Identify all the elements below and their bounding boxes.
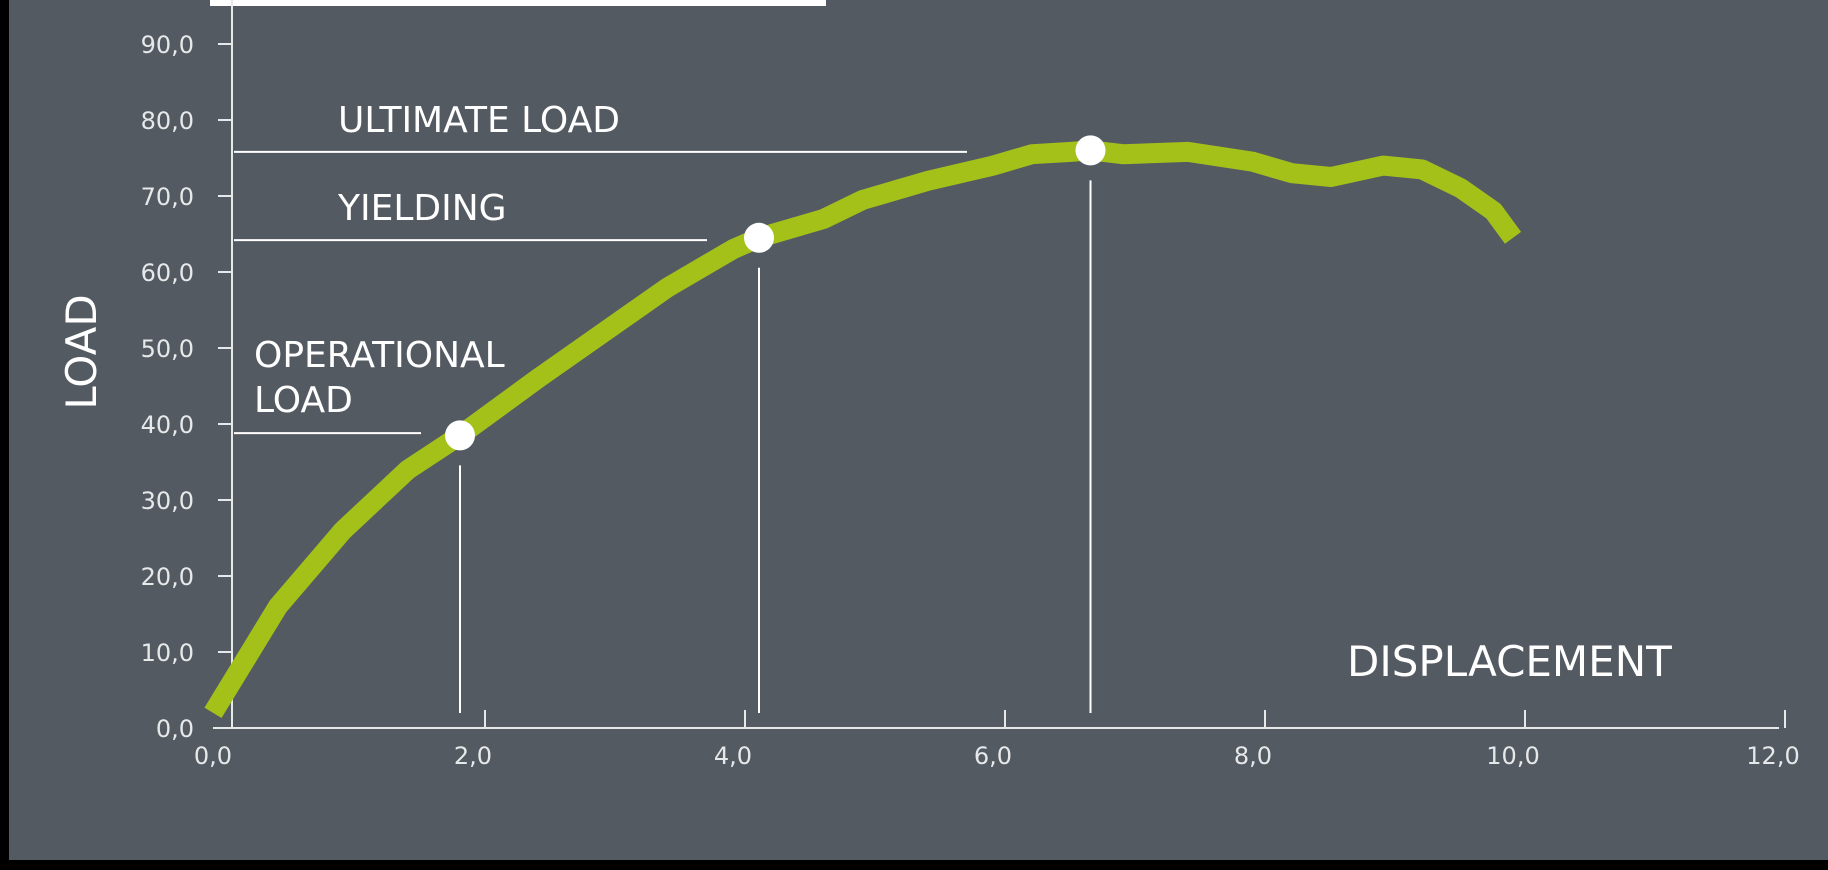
y-tick-label: 60,0 xyxy=(141,259,194,287)
y-tick-label: 50,0 xyxy=(141,335,194,363)
y-tick-label: 80,0 xyxy=(141,107,194,135)
x-tick-label: 6,0 xyxy=(974,742,1012,770)
highlight-point xyxy=(445,420,475,451)
load-curve xyxy=(204,140,1522,719)
x-tick-label: 10,0 xyxy=(1486,742,1539,770)
x-tick-label: 0,0 xyxy=(194,742,232,770)
x-tick-label: 4,0 xyxy=(714,742,752,770)
curve-layer xyxy=(204,140,1522,719)
x-axis-title: DISPLACEMENT xyxy=(1347,637,1672,686)
points-layer xyxy=(445,135,1106,713)
x-tick-label: 2,0 xyxy=(454,742,492,770)
y-tick-label: 40,0 xyxy=(141,411,194,439)
annotation-label: LOAD xyxy=(254,380,353,421)
annotation-label: OPERATIONAL xyxy=(254,335,505,376)
axes-layer: 0,0 10,0 20,0 30,0 40,0 50,0 60,0 70,0 80,0 90,0 0… xyxy=(141,0,1800,770)
annotation-label: ULTIMATE LOAD xyxy=(338,100,620,141)
x-tick-label: 8,0 xyxy=(1234,742,1272,770)
y-tick-label: 20,0 xyxy=(141,563,194,591)
x-tick-label: 12,0 xyxy=(1746,742,1799,770)
highlight-point xyxy=(744,222,774,253)
annotation-label: YIELDING xyxy=(337,188,507,229)
y-axis-title: LOAD xyxy=(57,294,106,409)
y-tick-label: 10,0 xyxy=(141,639,194,667)
y-tick-label: 90,0 xyxy=(141,31,194,59)
y-tick-label: 30,0 xyxy=(141,487,194,515)
y-tick-label: 70,0 xyxy=(141,183,194,211)
top-white-strip xyxy=(210,0,826,6)
y-tick-label: 0,0 xyxy=(156,715,194,743)
highlight-point xyxy=(1075,135,1106,166)
